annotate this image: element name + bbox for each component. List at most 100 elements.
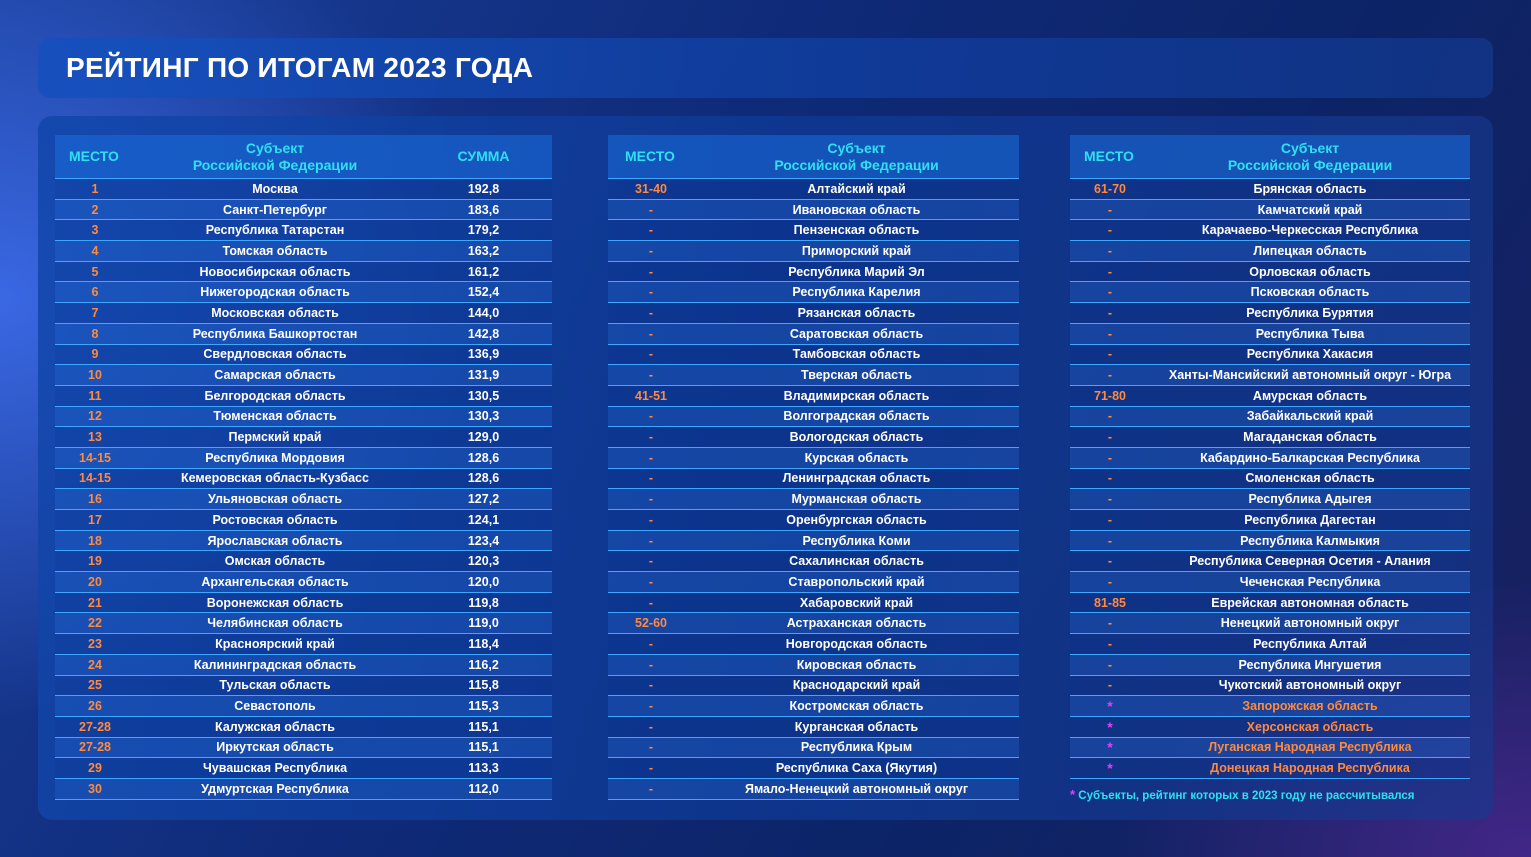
subject-cell: Республика Тыва (1150, 323, 1470, 345)
table-row: - Карачаево-Черкесская Республика (1070, 219, 1470, 242)
rank-cell: - (1070, 447, 1150, 469)
subject-cell: Брянская область (1150, 178, 1470, 200)
sum-cell: 112,0 (415, 778, 552, 800)
rank-cell: * (1070, 737, 1150, 759)
sum-header: СУММА (415, 135, 552, 179)
subject-cell: Магаданская область (1150, 426, 1470, 448)
rank-cell: - (1070, 344, 1150, 366)
table-row: * Херсонская область (1070, 716, 1470, 738)
rank-cell: - (1070, 633, 1150, 655)
rank-cell: - (1070, 261, 1150, 283)
subject-cell: Смоленская область (1150, 468, 1470, 490)
table-row: - Республика Хакасия (1070, 344, 1470, 366)
title-bar: РЕЙТИНГ ПО ИТОГАМ 2023 ГОДА (38, 38, 1493, 98)
rank-cell: - (608, 571, 694, 593)
rank-cell: - (1070, 468, 1150, 490)
table-row: - Орловская область (1070, 261, 1470, 283)
table-row: 27-28 Иркутская область 115,1 (55, 737, 552, 759)
rank-cell: - (1070, 199, 1150, 221)
sum-cell: 127,2 (415, 488, 552, 510)
table-row: 23 Красноярский край 118,4 (55, 633, 552, 655)
sum-cell: 120,0 (415, 571, 552, 593)
rank-cell: - (608, 199, 694, 221)
sum-cell: 124,1 (415, 509, 552, 531)
table-row: - Республика Марий Эл (608, 261, 1019, 283)
rank-cell: 14-15 (55, 468, 135, 490)
rank-cell: 23 (55, 633, 135, 655)
table-row: - Вологодская область (608, 426, 1019, 448)
table-row: 10 Самарская область 131,9 (55, 364, 552, 386)
subject-cell: Республика Бурятия (1150, 302, 1470, 324)
subject-cell: Чеченская Республика (1150, 571, 1470, 593)
subject-cell: Ивановская область (694, 199, 1019, 221)
rank-cell: 22 (55, 612, 135, 635)
rank-cell: 2 (55, 199, 135, 221)
page-title: РЕЙТИНГ ПО ИТОГАМ 2023 ГОДА (66, 52, 534, 83)
subject-cell: Хабаровский край (694, 592, 1019, 614)
sum-cell: 129,0 (415, 426, 552, 448)
sum-cell: 118,4 (415, 633, 552, 655)
table-header-row: МЕСТО Субъект Российской Федерации (608, 135, 1019, 179)
table-row: - Пензенская область (608, 219, 1019, 242)
subject-cell: Сахалинская область (694, 550, 1019, 573)
subject-cell: Республика Саха (Якутия) (694, 757, 1019, 779)
subject-cell: Ярославская область (135, 530, 415, 552)
table-row: - Кировская область (608, 654, 1019, 676)
table-row: 11 Белгородская область 130,5 (55, 385, 552, 407)
table-row: - Республика Саха (Якутия) (608, 757, 1019, 779)
rank-cell: - (1070, 612, 1150, 635)
subject-cell: Республика Алтай (1150, 633, 1470, 655)
subject-cell: Челябинская область (135, 612, 415, 635)
rank-cell: - (1070, 530, 1150, 552)
table-header-row: МЕСТО Субъект Российской Федерации (1070, 135, 1470, 179)
rank-cell: - (608, 323, 694, 345)
subject-header: Субъект Российской Федерации (135, 135, 415, 179)
rank-cell: - (1070, 571, 1150, 593)
subject-header-line1: Субъект (1280, 139, 1340, 156)
rank-cell: 9 (55, 344, 135, 366)
subject-cell: Красноярский край (135, 633, 415, 655)
sum-cell: 163,2 (415, 240, 552, 262)
rank-cell: - (608, 633, 694, 655)
table-row: 9 Свердловская область 136,9 (55, 344, 552, 366)
rank-cell: - (608, 406, 694, 428)
rank-cell: - (1070, 302, 1150, 324)
rank-cell: 3 (55, 219, 135, 242)
subject-cell: Костромская область (694, 695, 1019, 717)
subject-cell: Рязанская область (694, 302, 1019, 324)
subject-cell: Республика Северная Осетия - Алания (1150, 550, 1470, 573)
table-row: - Республика Тыва (1070, 323, 1470, 345)
rank-cell: * (1070, 695, 1150, 717)
table-row: - Тверская область (608, 364, 1019, 386)
table-row: - Республика Ингушетия (1070, 654, 1470, 676)
table-row: - Республика Северная Осетия - Алания (1070, 550, 1470, 573)
subject-cell: Омская область (135, 550, 415, 573)
rank-cell: 25 (55, 675, 135, 697)
table-row: - Тамбовская область (608, 344, 1019, 366)
table-row: 30 Удмуртская Республика 112,0 (55, 778, 552, 800)
table-row: 8 Республика Башкортостан 142,8 (55, 323, 552, 345)
table-row: 1 Москва 192,8 (55, 178, 552, 200)
rank-cell: - (1070, 426, 1150, 448)
rank-cell: - (608, 261, 694, 283)
subject-cell: Краснодарский край (694, 675, 1019, 697)
rank-cell: - (1070, 488, 1150, 510)
rank-cell: - (1070, 364, 1150, 386)
subject-cell: Забайкальский край (1150, 406, 1470, 428)
rank-cell: - (608, 219, 694, 242)
table-row: 29 Чувашская Республика 113,3 (55, 757, 552, 779)
table-row: * Запорожская область (1070, 695, 1470, 717)
table-row: - Саратовская область (608, 323, 1019, 345)
subject-cell: Ростовская область (135, 509, 415, 531)
rank-cell: - (1070, 509, 1150, 531)
rank-cell: 31-40 (608, 178, 694, 200)
rank-cell: - (1070, 323, 1150, 345)
subject-cell: Камчатский край (1150, 199, 1470, 221)
subject-header-line2: Российской Федерации (1227, 156, 1393, 173)
table-row: 21 Воронежская область 119,8 (55, 592, 552, 614)
rank-cell: 41-51 (608, 385, 694, 407)
table-row: - Республика Карелия (608, 281, 1019, 304)
rank-cell: 16 (55, 488, 135, 510)
table-row: 7 Московская область 144,0 (55, 302, 552, 324)
subject-cell: Республика Мордовия (135, 447, 415, 469)
